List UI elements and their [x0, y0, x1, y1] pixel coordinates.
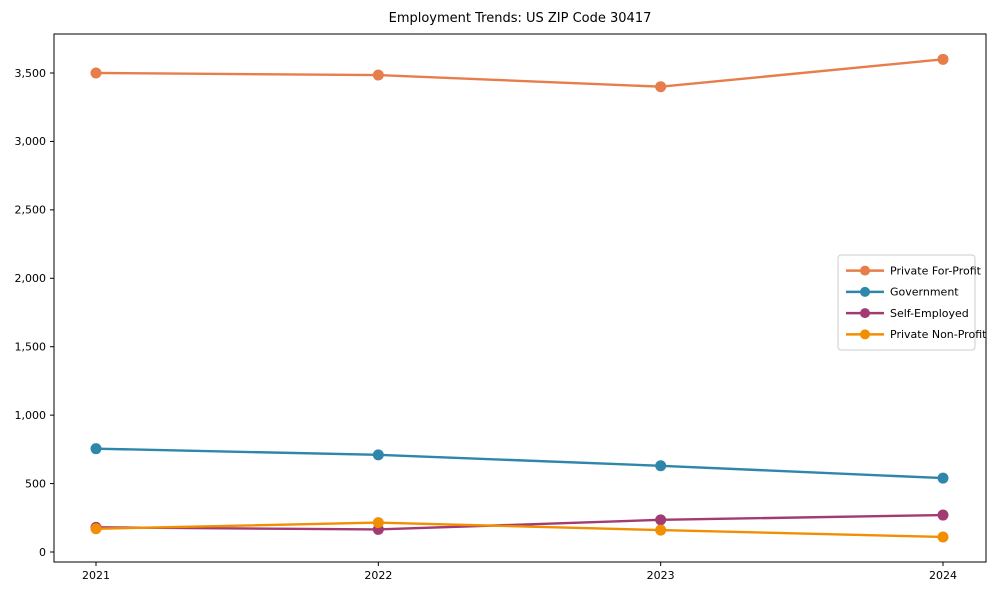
data-point-government	[655, 460, 667, 472]
legend-marker-private-non-profit	[860, 329, 870, 340]
data-point-private-non-profit	[937, 531, 949, 543]
line-government	[95, 447, 944, 480]
x-tick-label: 2023	[647, 569, 675, 582]
data-point-private-for-profit	[90, 67, 102, 79]
data-point-government	[372, 449, 384, 461]
data-point-government	[937, 472, 949, 484]
y-tick-label: 500	[25, 477, 46, 490]
plot-border	[53, 33, 987, 563]
y-tick-label: 1,000	[15, 409, 47, 422]
data-point-self-employed	[655, 514, 667, 526]
y-tick-label: 2,000	[15, 272, 47, 285]
legend-label-government: Government	[890, 286, 959, 299]
legend-box	[837, 254, 976, 351]
legend-marker-private-for-profit	[860, 265, 870, 276]
legend-label-private-for-profit: Private For-Profit	[890, 264, 982, 277]
data-point-private-non-profit	[372, 517, 384, 529]
legend-marker-government	[860, 286, 870, 297]
data-point-government	[90, 443, 102, 455]
data-point-self-employed	[937, 509, 949, 521]
y-tick-label: 3,500	[15, 67, 47, 80]
data-point-private-non-profit	[655, 524, 667, 536]
y-tick-label: 0	[39, 546, 46, 559]
x-tick-label: 2022	[364, 569, 392, 582]
y-tick-label: 3,000	[15, 135, 47, 148]
y-tick-label: 1,500	[15, 341, 47, 354]
x-tick-label: 2024	[929, 569, 957, 582]
data-point-private-non-profit	[90, 523, 102, 535]
line-private-for-profit	[95, 58, 944, 88]
legend-marker-self-employed	[860, 308, 870, 319]
line-private-non-profit	[95, 521, 944, 539]
chart-title: Employment Trends: US ZIP Code 30417	[388, 11, 652, 26]
legend-label-self-employed: Self-Employed	[890, 307, 969, 320]
legend-label-private-non-profit: Private Non-Profit	[890, 328, 987, 341]
y-tick-label: 2,500	[15, 204, 47, 217]
line-self-employed	[95, 513, 944, 531]
data-point-private-for-profit	[937, 53, 949, 65]
data-point-private-for-profit	[655, 81, 667, 93]
x-tick-label: 2021	[82, 569, 110, 582]
data-point-private-for-profit	[372, 69, 384, 81]
